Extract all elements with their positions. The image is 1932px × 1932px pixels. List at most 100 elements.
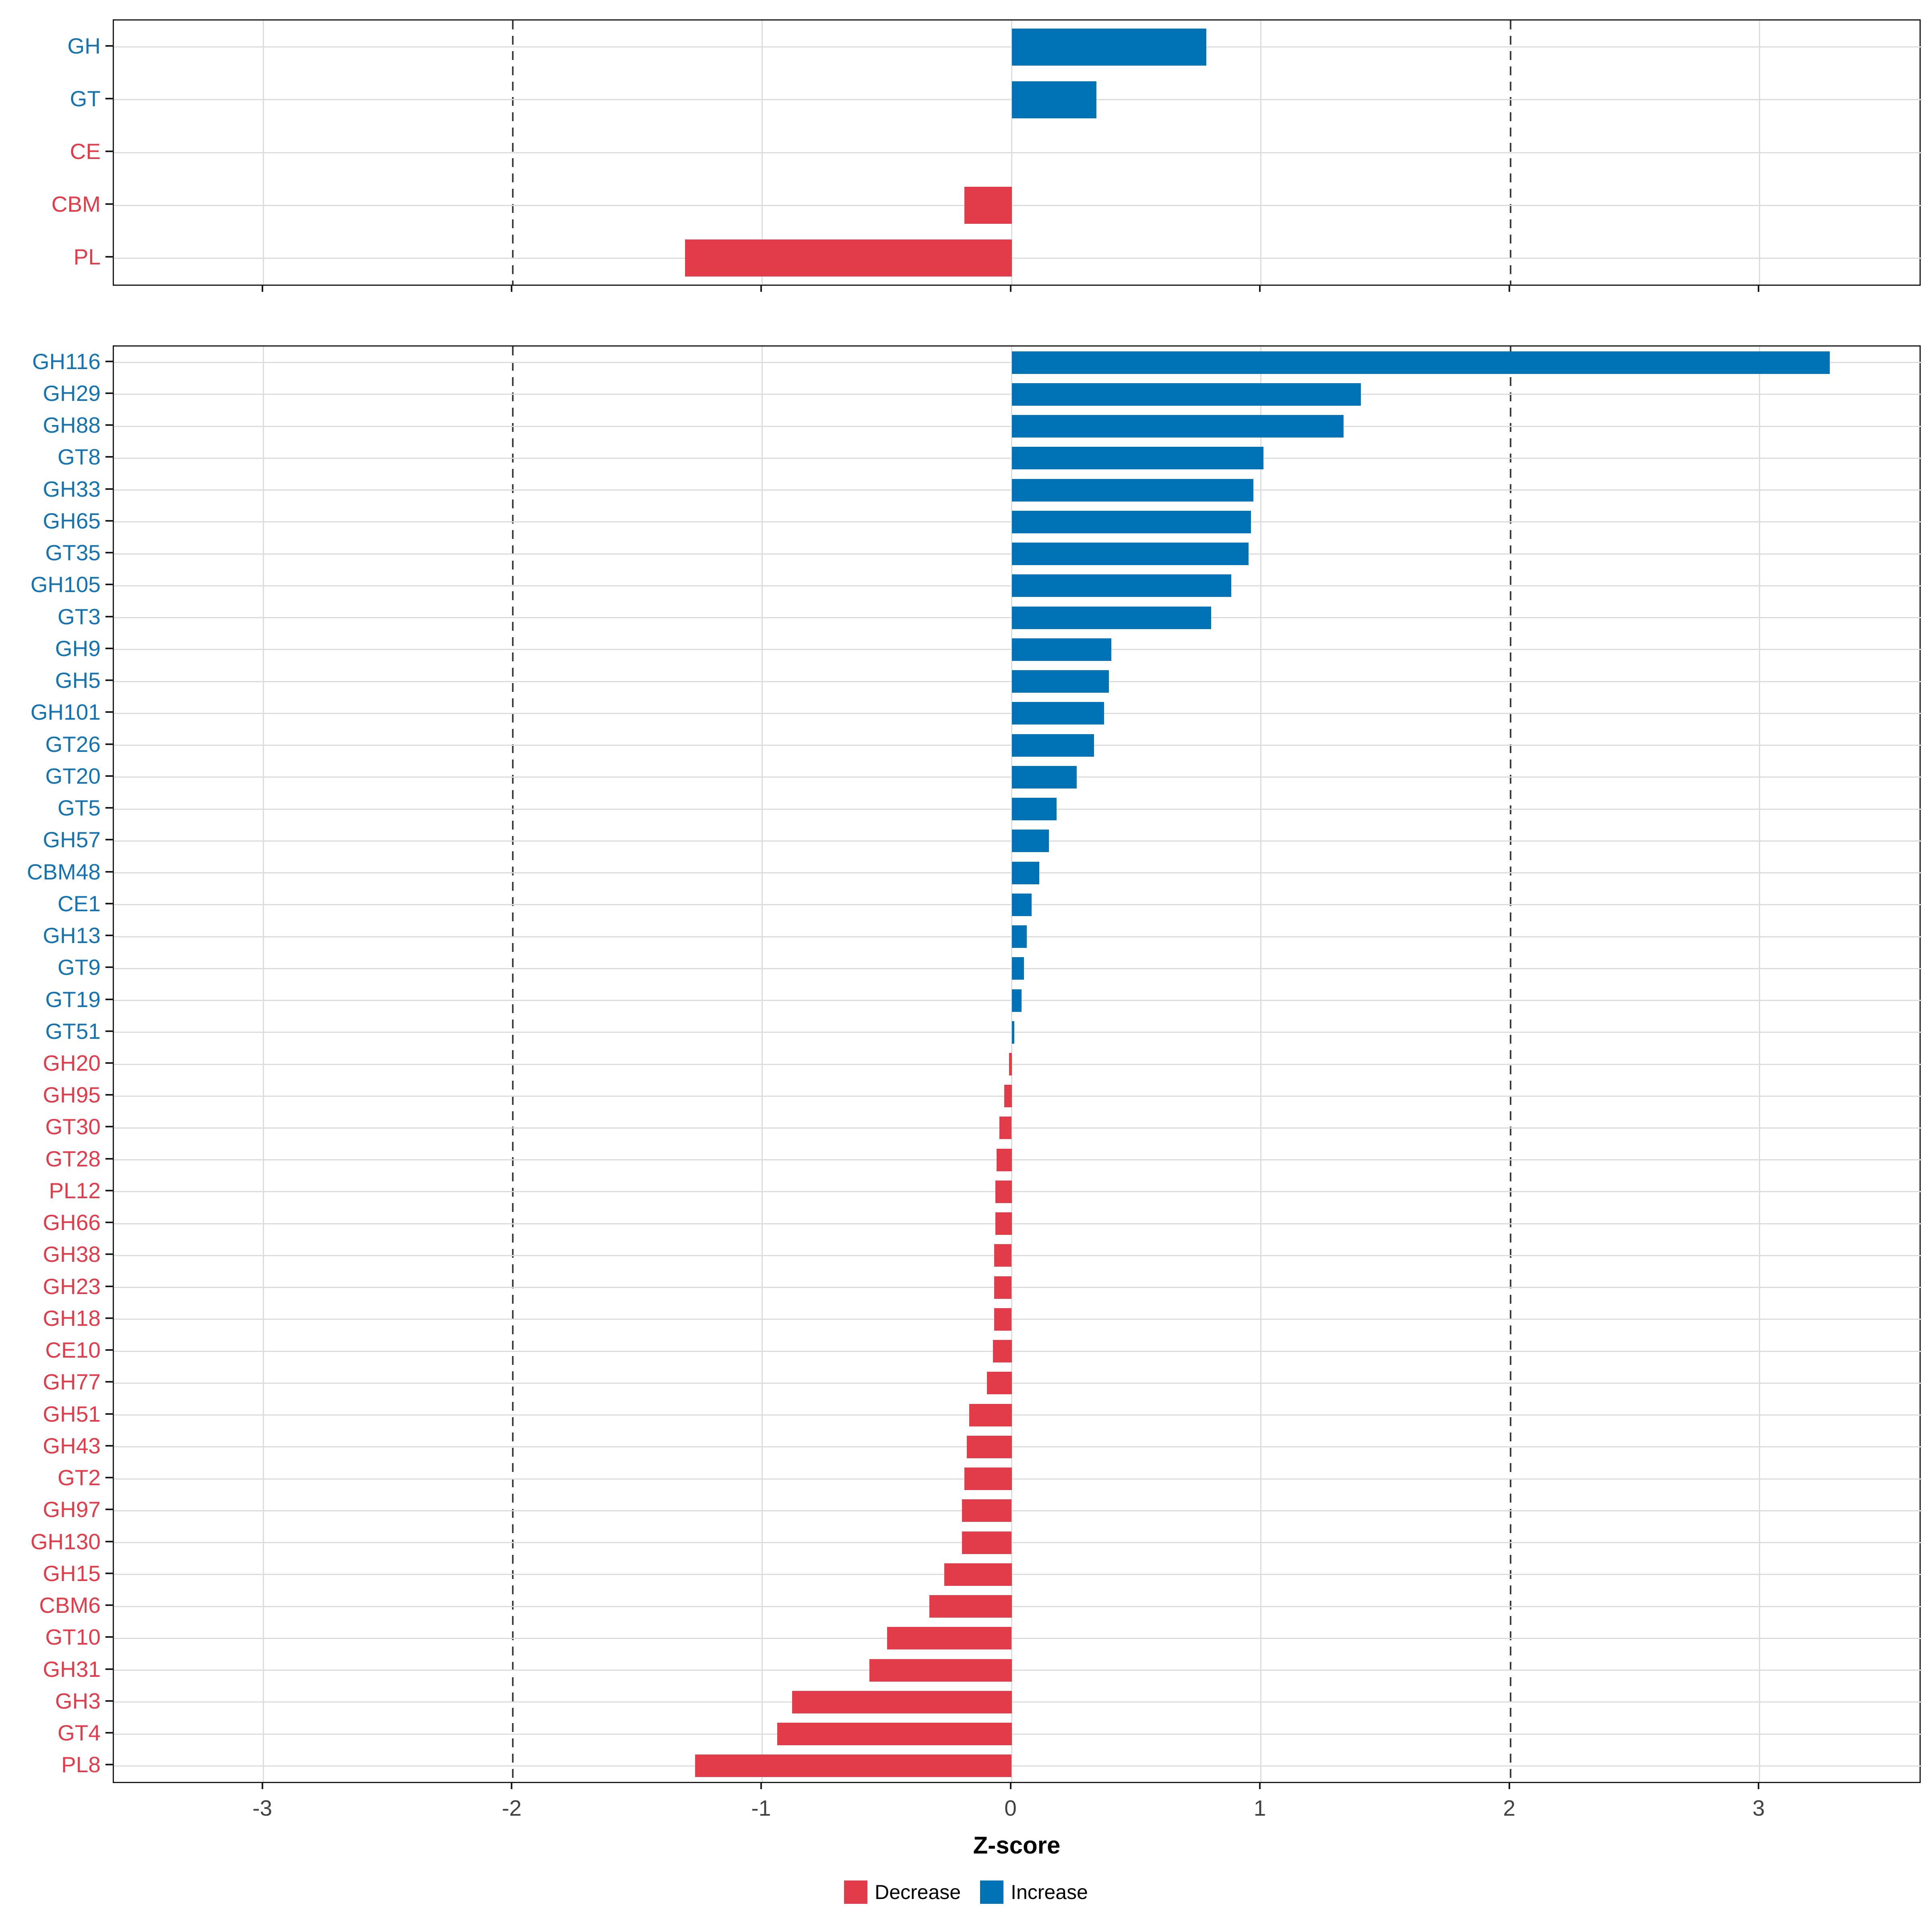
gridline-row-GH77 [114,1382,1922,1384]
x-tick-2 [1508,1782,1510,1789]
bar-GT10 [887,1627,1012,1650]
gridline-row-GH20 [114,1063,1922,1065]
y-label-GH38: GH38 [43,1242,101,1267]
y-tick-PL [105,256,113,258]
y-label-GH97: GH97 [43,1497,101,1522]
x-tick--3 [261,285,263,292]
y-tick-GH9 [105,647,113,649]
gridline-row-PL12 [114,1191,1922,1193]
gridline-row-PL [114,257,1922,259]
bar-GH105 [1011,574,1231,597]
y-label-GH116: GH116 [32,349,101,374]
bar-GT3 [1011,606,1212,629]
gridline-row-GH66 [114,1223,1922,1224]
bar-GH13 [1011,925,1027,948]
y-label-CE: CE [70,139,101,164]
x-tick-label--1: -1 [751,1796,771,1821]
y-label-GT30: GT30 [45,1114,101,1139]
bar-GH18 [994,1308,1012,1331]
y-tick-GT2 [105,1477,113,1479]
bar-GH65 [1011,510,1251,533]
x-tick-0 [1009,285,1011,292]
y-tick-GH116 [105,360,113,362]
bar-CE1 [1011,893,1032,916]
gridline-row-CE [114,152,1922,153]
x-tick-label--2: -2 [502,1796,522,1821]
bar-GT26 [1011,734,1094,757]
y-label-PL8: PL8 [61,1752,101,1777]
bar-GH57 [1011,830,1049,852]
y-tick-GH [105,45,113,47]
y-tick-GT28 [105,1158,113,1160]
y-tick-GH15 [105,1572,113,1574]
bar-GH95 [1004,1085,1012,1108]
y-tick-GH43 [105,1445,113,1447]
y-tick-CBM48 [105,871,113,873]
y-tick-GH3 [105,1700,113,1702]
y-tick-GT30 [105,1126,113,1128]
y-tick-GT8 [105,456,113,458]
y-tick-GT [105,97,113,99]
gridline-row-CE10 [114,1350,1922,1352]
bar-CBM [964,187,1012,224]
y-tick-CBM [105,203,113,205]
top-panel-families [113,19,1922,286]
bar-CBM48 [1011,861,1039,884]
y-label-GT10: GT10 [45,1624,101,1650]
gridline-row-CBM [114,204,1922,206]
y-label-GT8: GT8 [58,444,101,470]
bar-GH15 [944,1563,1012,1586]
y-label-GH13: GH13 [43,923,101,948]
y-tick-GH5 [105,679,113,681]
y-label-GH66: GH66 [43,1210,101,1235]
y-tick-GH105 [105,584,113,586]
gridline-row-GH31 [114,1670,1922,1671]
y-tick-GH95 [105,1094,113,1096]
x-tick-3 [1758,285,1760,292]
bar-GT51 [1011,1021,1014,1044]
x-tick-1 [1259,1782,1261,1789]
y-label-GT28: GT28 [45,1146,101,1171]
y-label-GT: GT [70,86,101,111]
bar-GT28 [997,1148,1012,1171]
y-tick-CBM6 [105,1604,113,1606]
bar-GH116 [1011,351,1830,374]
y-label-GH88: GH88 [43,413,101,438]
y-label-GH15: GH15 [43,1560,101,1586]
bar-GT5 [1011,798,1057,821]
bar-PL12 [995,1180,1012,1203]
y-tick-GT3 [105,615,113,617]
x-tick-label-2: 2 [1503,1796,1515,1821]
bar-GT19 [1011,989,1022,1012]
y-tick-CE1 [105,902,113,904]
y-tick-GH31 [105,1668,113,1670]
bar-GH51 [969,1404,1012,1426]
y-label-GT20: GT20 [45,763,101,788]
y-tick-GH13 [105,935,113,937]
y-label-GH65: GH65 [43,508,101,533]
bar-CE10 [993,1340,1012,1363]
gridline-row-GH3 [114,1701,1922,1703]
bar-GT [1011,81,1097,118]
x-tick--2 [511,1782,513,1789]
y-label-GH43: GH43 [43,1433,101,1458]
y-tick-GT26 [105,743,113,745]
y-label-GH101: GH101 [30,700,101,725]
y-label-GH51: GH51 [43,1401,101,1426]
y-tick-GH88 [105,424,113,426]
gridline-row-GT2 [114,1478,1922,1480]
bar-GT2 [964,1468,1012,1490]
bar-GH38 [994,1244,1012,1267]
gridline-row-GH95 [114,1095,1922,1097]
y-label-GH18: GH18 [43,1305,101,1331]
legend-label-increase: Increase [1011,1881,1088,1903]
gridline-row-GH15 [114,1574,1922,1575]
gridline-row-GH38 [114,1255,1922,1256]
bar-GT4 [777,1723,1012,1746]
y-label-GH105: GH105 [30,572,101,597]
y-tick-GH57 [105,839,113,841]
legend-label-decrease: Decrease [875,1881,961,1903]
bar-GH97 [962,1499,1012,1522]
bar-GH [1011,28,1206,66]
y-tick-GT35 [105,552,113,554]
